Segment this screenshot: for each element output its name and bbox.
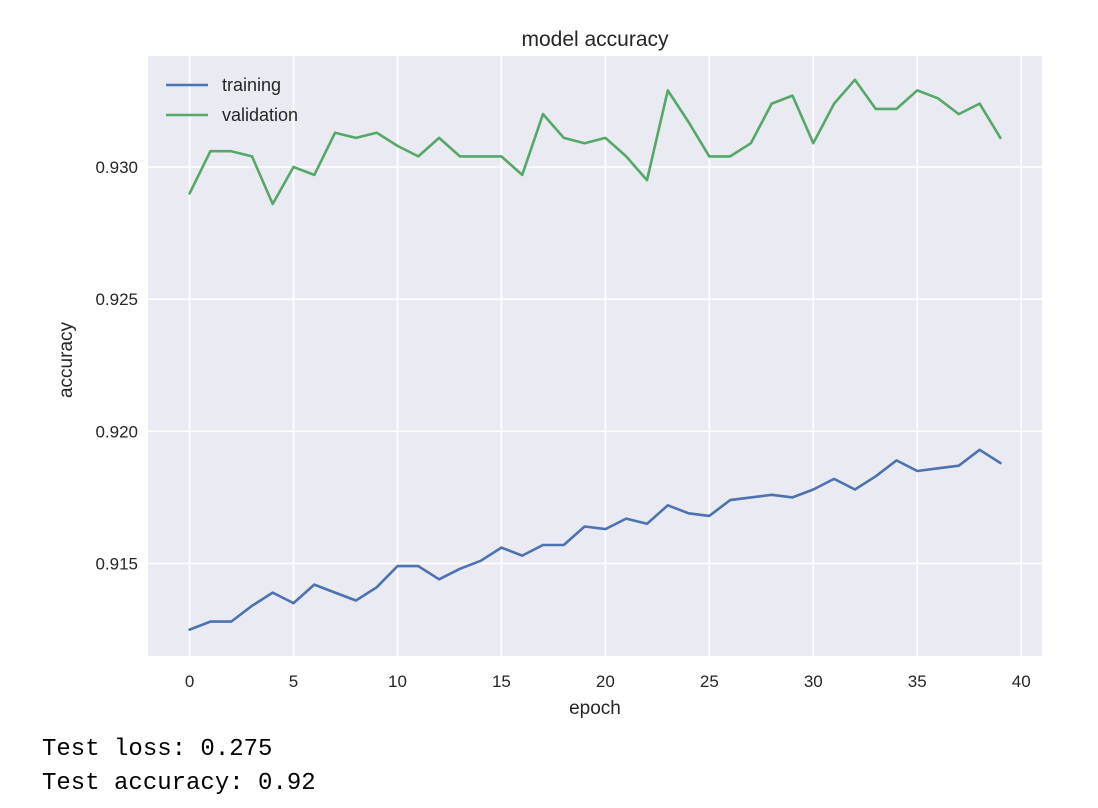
y-tick-label: 0.930 xyxy=(95,158,138,177)
y-tick-label: 0.925 xyxy=(95,290,138,309)
series-lines xyxy=(188,78,1002,631)
y-axis-label: accuracy xyxy=(56,321,77,398)
chart-title: model accuracy xyxy=(521,28,669,51)
x-tick-label: 5 xyxy=(289,672,298,691)
x-tick-label: 30 xyxy=(804,672,823,691)
series-line-validation xyxy=(188,78,1002,206)
x-axis-label: epoch xyxy=(569,698,621,719)
x-tick-labels: 0 5 10 15 20 25 30 35 40 xyxy=(185,672,1031,691)
x-tick-label: 25 xyxy=(700,672,719,691)
test-loss-output: Test loss: 0.275 xyxy=(42,736,273,763)
test-accuracy-output: Test accuracy: 0.92 xyxy=(42,770,316,797)
y-tick-label: 0.915 xyxy=(95,554,138,573)
legend-label-validation: validation xyxy=(222,105,298,125)
x-tick-label: 15 xyxy=(492,672,511,691)
legend-label-training: training xyxy=(222,75,281,95)
x-tick-label: 40 xyxy=(1012,672,1031,691)
y-tick-labels: 0.915 0.920 0.925 0.930 xyxy=(95,158,138,573)
x-tick-label: 35 xyxy=(908,672,927,691)
y-tick-label: 0.920 xyxy=(95,422,138,441)
series-line-training xyxy=(188,448,1002,631)
x-tick-label: 10 xyxy=(388,672,407,691)
x-tick-label: 20 xyxy=(596,672,615,691)
model-accuracy-chart: 0 5 10 15 20 25 30 35 40 0.915 0.920 0.925 0.930 mo… xyxy=(56,28,1042,719)
plot-background xyxy=(148,56,1042,656)
x-tick-label: 0 xyxy=(185,672,194,691)
legend: training validation xyxy=(166,75,298,125)
